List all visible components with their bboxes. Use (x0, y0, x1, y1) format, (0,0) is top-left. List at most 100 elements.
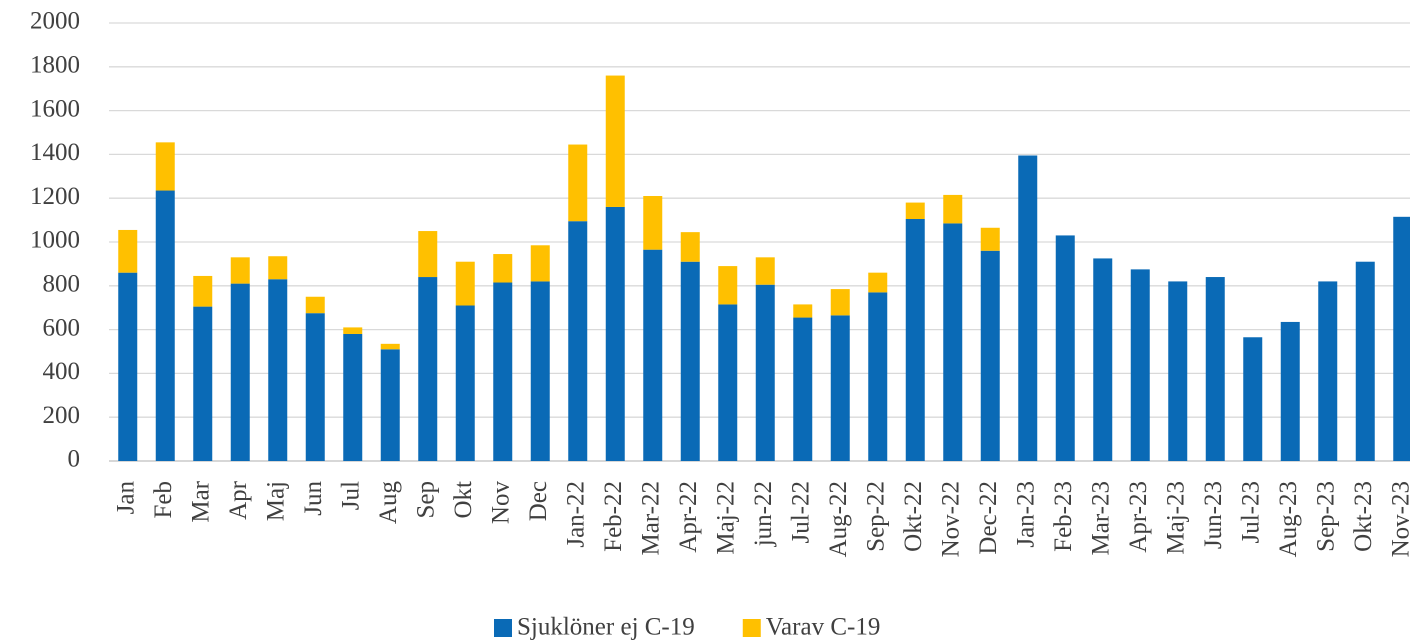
bar-segment (793, 317, 813, 461)
bar-segment (530, 245, 550, 282)
bar-segment (268, 279, 288, 461)
bar-segment (793, 304, 813, 318)
bar-segment (418, 277, 438, 461)
x-tick-label: Okt (450, 481, 477, 519)
bar-segment (568, 221, 588, 461)
bar-segment (193, 306, 213, 461)
x-tick-label: Jan-23 (1012, 481, 1039, 548)
x-tick-label: Maj-22 (712, 481, 739, 555)
bar-segment (718, 304, 738, 461)
bar-segment (568, 144, 588, 222)
bar-segment (380, 349, 400, 461)
bar-segment (905, 219, 925, 461)
bar-segment (680, 261, 700, 461)
x-tick-label: Mar-23 (1087, 481, 1114, 555)
bar-segment (830, 315, 850, 461)
bar-segment (980, 227, 1000, 251)
bar-segment (1018, 155, 1038, 461)
bar-segment (530, 281, 550, 461)
y-tick-label: 400 (43, 358, 81, 385)
x-tick-label: Okt-22 (900, 481, 927, 552)
y-tick-label: 200 (43, 402, 81, 429)
y-tick-label: 0 (68, 446, 81, 473)
legend-swatch (742, 619, 761, 637)
x-tick-label: Aug-22 (825, 481, 852, 557)
bar-segment (755, 257, 775, 285)
bar-segment (980, 250, 1000, 461)
bar-segment (1280, 321, 1300, 461)
bar-segment (1393, 216, 1410, 461)
x-tick-label: Jul (337, 481, 364, 510)
bar-segment (305, 296, 325, 314)
bar-segment (943, 223, 963, 461)
x-tick-label: Jan (112, 481, 139, 515)
x-tick-label: Jun-23 (1200, 481, 1227, 549)
bar-segment (155, 142, 175, 191)
bar-segment (268, 256, 288, 280)
x-tick-label: Mar-22 (637, 481, 664, 555)
y-tick-label: 1800 (30, 52, 80, 79)
x-tick-label: Maj (262, 481, 289, 521)
x-tick-label: Feb-22 (600, 481, 627, 552)
x-tick-label: Apr-22 (675, 481, 702, 553)
bar-segment (343, 327, 363, 334)
x-tick-label: Okt-23 (1350, 481, 1377, 552)
x-tick-label: Nov-23 (1387, 481, 1410, 557)
bar-segment (643, 249, 663, 461)
bar-segment (418, 231, 438, 278)
x-tick-label: Jun (300, 481, 327, 516)
bar-segment (605, 206, 625, 461)
x-tick-label: Dec (525, 481, 552, 521)
x-tick-label: Mar (187, 480, 214, 522)
x-tick-label: Nov-22 (937, 481, 964, 557)
bar-segment (868, 272, 888, 293)
bar-segment (905, 202, 925, 220)
bar-segment (118, 272, 138, 461)
x-tick-label: Jan-22 (562, 481, 589, 548)
x-tick-label: Aug (375, 481, 402, 525)
x-tick-label: Apr-23 (1125, 481, 1152, 553)
bar-segment (155, 190, 175, 461)
y-tick-label: 1000 (30, 227, 80, 254)
bar-segment (1205, 277, 1225, 461)
x-tick-label: Dec-22 (975, 481, 1002, 555)
bar-segment (1243, 337, 1263, 461)
y-tick-label: 600 (43, 314, 81, 341)
legend-label: Sjuklöner ej C-19 (517, 614, 695, 641)
x-tick-label: Jul-23 (1237, 481, 1264, 544)
bar-segment (118, 229, 138, 273)
x-tick-label: Feb-23 (1050, 481, 1077, 552)
x-tick-label: Feb (150, 481, 177, 519)
bar-segment (1355, 261, 1375, 461)
y-tick-label: 800 (43, 271, 81, 298)
bar-segment (193, 275, 213, 307)
bar-segment (1093, 258, 1113, 461)
x-tick-label: Nov (487, 481, 514, 525)
y-tick-label: 2000 (30, 8, 80, 35)
bar-segment (230, 283, 250, 461)
x-tick-label: Jul-22 (787, 481, 814, 544)
bar-segment (1318, 281, 1338, 461)
bar-segment (455, 261, 475, 306)
bar-segment (230, 257, 250, 284)
bar-segment (830, 289, 850, 316)
bar-segment (1055, 235, 1075, 461)
x-tick-label: Aug-23 (1275, 481, 1302, 557)
legend-swatch (494, 619, 512, 637)
x-tick-label: Sep-23 (1312, 481, 1339, 552)
y-tick-label: 1200 (30, 183, 80, 210)
x-tick-label: Sep (412, 481, 439, 519)
bar-segment (868, 292, 888, 461)
bar-segment (493, 282, 513, 461)
legend-label: Varav C-19 (766, 614, 881, 641)
bar-segment (718, 266, 738, 305)
bar-segment (380, 343, 400, 350)
y-tick-label: 1400 (30, 139, 80, 166)
bar-segment (493, 254, 513, 283)
bar-segment (643, 196, 663, 250)
bar-segment (943, 194, 963, 224)
bar-segment (305, 313, 325, 461)
bar-segment (455, 305, 475, 461)
x-tick-label: Maj-23 (1162, 481, 1189, 555)
